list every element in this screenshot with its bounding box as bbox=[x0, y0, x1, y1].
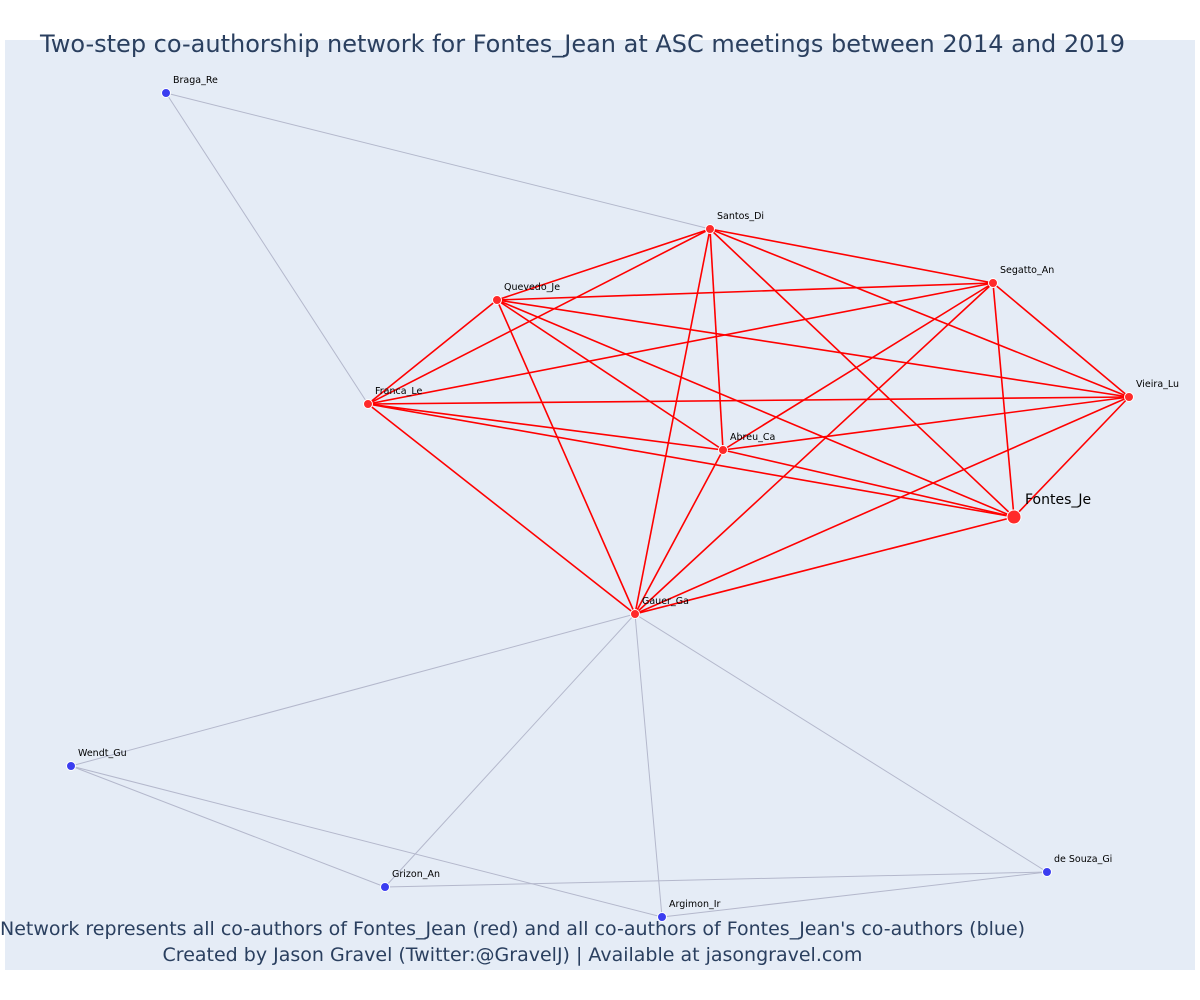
edge-segatto-an-fontes-je bbox=[992, 282, 1015, 518]
edge-fontes-je-gauer-ga bbox=[634, 516, 1015, 615]
edge-santos-di-franca-le bbox=[367, 228, 711, 405]
node-label-wendt-gu: Wendt_Gu bbox=[78, 748, 127, 759]
chart-title: Two-step co-authorship network for Fonte… bbox=[40, 30, 1125, 58]
edge-abreu-ca-fontes-je bbox=[722, 449, 1015, 518]
node-label-gauer-ga: Gauer_Ga bbox=[642, 596, 689, 607]
edge-santos-di-abreu-ca bbox=[709, 228, 724, 451]
edge-wendt-gu-argimon-ir bbox=[70, 765, 663, 918]
edge-gauer-ga-wendt-gu bbox=[70, 613, 636, 767]
node-label-de-souza-gi: de Souza_Gi bbox=[1054, 854, 1112, 865]
plot-background bbox=[5, 40, 1195, 970]
node-label-vieira-lu: Vieira_Lu bbox=[1136, 379, 1179, 390]
edge-quevedo-je-gauer-ga bbox=[496, 299, 636, 615]
edge-segatto-an-franca-le bbox=[367, 282, 994, 405]
edge-franca-le-vieira-lu bbox=[367, 396, 1130, 405]
edge-quevedo-je-fontes-je bbox=[496, 299, 1015, 518]
edge-santos-di-segatto-an bbox=[709, 228, 994, 284]
edge-braga-re-santos-di bbox=[165, 92, 711, 230]
edge-franca-le-fontes-je bbox=[367, 403, 1015, 518]
node-label-grizon-an: Grizon_An bbox=[392, 869, 440, 880]
edge-segatto-an-vieira-lu bbox=[992, 282, 1130, 398]
edge-layer bbox=[70, 92, 1130, 918]
node-vieira-lu[interactable] bbox=[1124, 392, 1134, 402]
edge-quevedo-je-franca-le bbox=[367, 299, 498, 405]
node-label-segatto-an: Segatto_An bbox=[1000, 265, 1054, 276]
edge-vieira-lu-gauer-ga bbox=[634, 396, 1130, 615]
node-label-fontes-je: Fontes_Je bbox=[1025, 492, 1091, 508]
edge-gauer-ga-de-souza-gi bbox=[634, 613, 1048, 873]
edge-gauer-ga-argimon-ir bbox=[634, 613, 663, 918]
node-braga-re[interactable] bbox=[161, 88, 171, 98]
label-layer: Fontes_Je Santos_Di Segatto_An Quevedo_Je Fr… bbox=[78, 75, 1179, 910]
node-de-souza-gi[interactable] bbox=[1042, 867, 1052, 877]
node-abreu-ca[interactable] bbox=[718, 445, 728, 455]
node-argimon-ir[interactable] bbox=[657, 912, 667, 922]
node-quevedo-je[interactable] bbox=[492, 295, 502, 305]
edge-santos-di-gauer-ga bbox=[634, 228, 711, 615]
node-label-quevedo-je: Quevedo_Je bbox=[504, 282, 560, 293]
edge-santos-di-vieira-lu bbox=[709, 228, 1130, 398]
node-grizon-an[interactable] bbox=[380, 882, 390, 892]
edge-braga-re-franca-le bbox=[165, 92, 369, 405]
node-label-franca-le: Franca_Le bbox=[375, 386, 422, 397]
node-layer bbox=[66, 88, 1134, 922]
node-santos-di[interactable] bbox=[705, 224, 715, 234]
edge-abreu-ca-gauer-ga bbox=[634, 449, 724, 615]
edge-franca-le-gauer-ga bbox=[367, 403, 636, 615]
edge-gauer-ga-grizon-an bbox=[384, 613, 636, 888]
caption-line-1: Network represents all co-authors of Fon… bbox=[0, 918, 1026, 940]
node-label-abreu-ca: Abreu_Ca bbox=[730, 432, 775, 443]
node-wendt-gu[interactable] bbox=[66, 761, 76, 771]
node-label-santos-di: Santos_Di bbox=[717, 211, 764, 222]
edge-vieira-lu-abreu-ca bbox=[722, 396, 1130, 451]
edge-segatto-an-quevedo-je bbox=[496, 282, 994, 301]
edge-quevedo-je-abreu-ca bbox=[496, 299, 724, 451]
edge-argimon-ir-de-souza-gi bbox=[661, 871, 1048, 918]
node-label-argimon-ir: Argimon_Ir bbox=[669, 899, 721, 910]
edge-vieira-lu-fontes-je bbox=[1013, 396, 1130, 518]
edge-segatto-an-abreu-ca bbox=[722, 282, 994, 451]
edge-segatto-an-gauer-ga bbox=[634, 282, 994, 615]
edge-grizon-an-de-souza-gi bbox=[384, 871, 1048, 888]
node-franca-le[interactable] bbox=[363, 399, 373, 409]
node-fontes-je[interactable] bbox=[1006, 509, 1022, 525]
node-segatto-an[interactable] bbox=[988, 278, 998, 288]
node-label-braga-re: Braga_Re bbox=[173, 75, 218, 86]
node-gauer-ga[interactable] bbox=[630, 609, 640, 619]
edge-quevedo-je-vieira-lu bbox=[496, 299, 1130, 398]
edge-santos-di-quevedo-je bbox=[496, 228, 711, 301]
caption-line-2: Created by Jason Gravel (Twitter:@Gravel… bbox=[162, 944, 863, 966]
edge-franca-le-abreu-ca bbox=[367, 403, 724, 451]
edge-wendt-gu-grizon-an bbox=[70, 765, 386, 888]
